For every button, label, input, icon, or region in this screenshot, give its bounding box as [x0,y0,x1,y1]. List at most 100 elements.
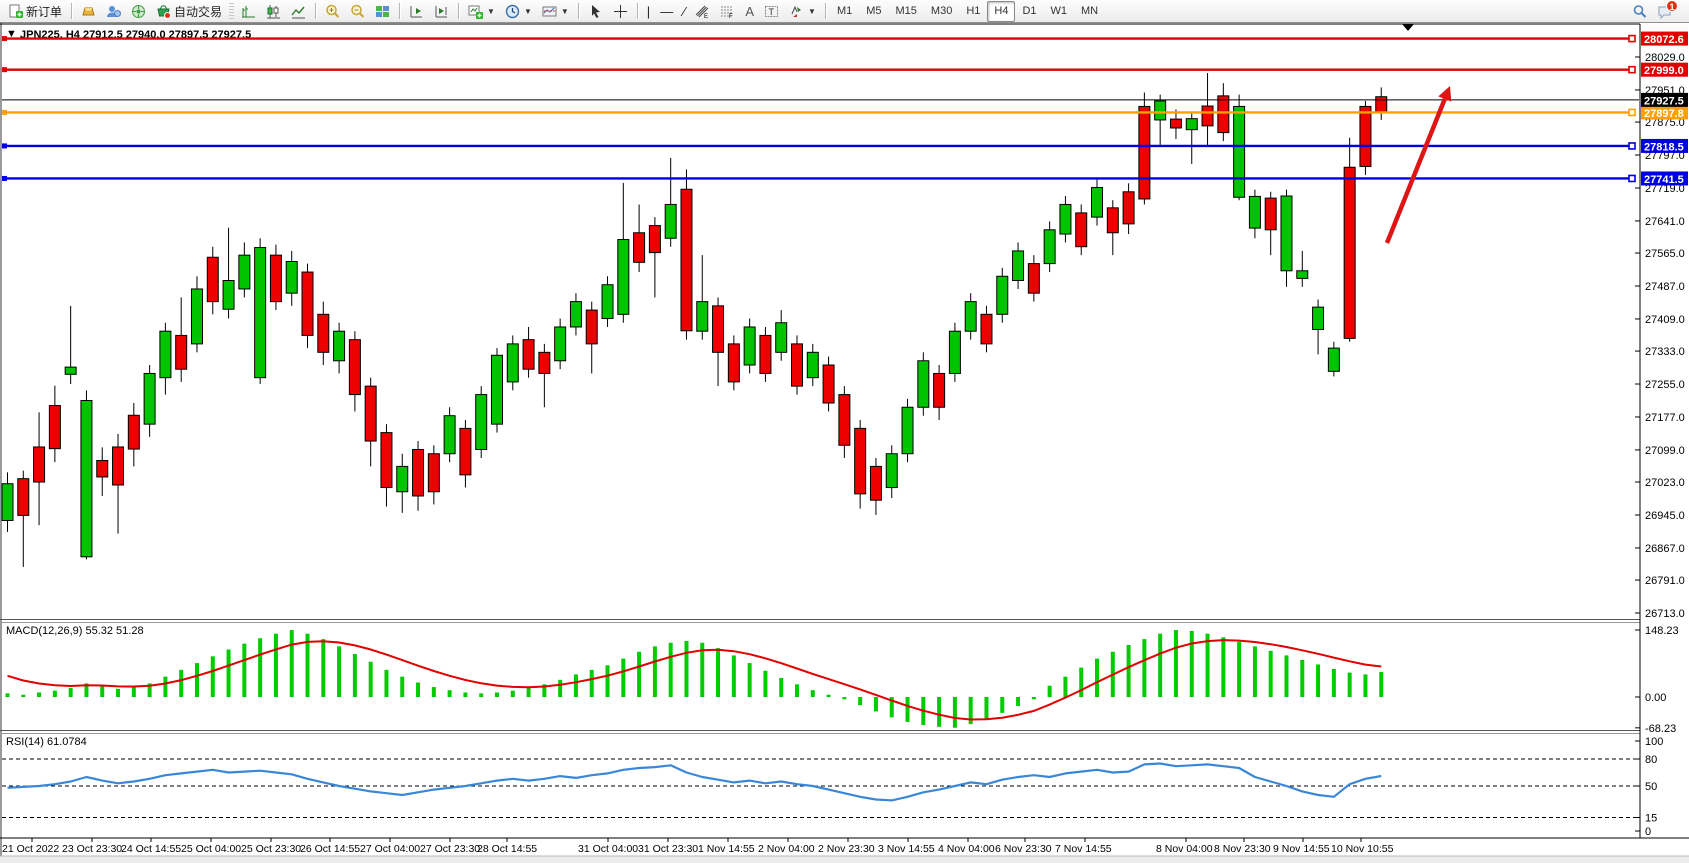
candle [664,203,677,239]
new-order-button[interactable]: 新订单 [3,1,67,22]
candle [159,330,172,379]
auto-scroll-button[interactable] [404,1,429,22]
channel-tool[interactable]: E [690,1,715,22]
crosshair-button[interactable] [608,1,633,22]
candle [585,309,598,345]
toolbar-drag-handle[interactable] [229,3,235,19]
chart-shift-marker [1402,24,1414,31]
signal-button[interactable] [126,1,151,22]
macd-bar [1189,630,1194,697]
new-chart-dropdown[interactable]: ▼ [463,1,500,22]
candle [601,284,614,320]
candle [254,247,267,379]
horizontal-line-tool[interactable]: — [655,1,678,22]
candle [522,339,535,370]
tile-windows-button[interactable] [370,1,395,22]
candle [1201,105,1214,127]
macd-bar [384,669,389,697]
candle [1091,187,1104,218]
macd-bar [5,693,10,697]
svg-text:-68.23: -68.23 [1645,723,1676,735]
candle [1106,207,1119,234]
template-dropdown[interactable]: ▼ [537,1,574,22]
search-icon[interactable] [1632,4,1647,19]
zoom-out-button[interactable] [345,1,370,22]
macd-bar [1173,630,1178,697]
candle [412,449,425,497]
new-order-icon [8,4,23,19]
svg-text:E: E [704,14,708,19]
macd-bar [510,690,515,697]
vline-icon: | [646,3,651,19]
svg-text:8 Nov 23:30: 8 Nov 23:30 [1214,843,1271,855]
candle [269,254,282,303]
timeframe-h1[interactable]: H1 [966,5,981,17]
timeframe-m15[interactable]: M15 [895,5,917,17]
macd-bar [873,697,878,712]
macd-pane [5,630,1384,728]
macd-bar [400,676,405,697]
macd-bar [684,640,689,697]
trendline-tool[interactable]: ∕ [678,1,690,22]
timeframe-mn[interactable]: MN [1081,5,1099,17]
fibonacci-tool[interactable]: F [715,1,740,22]
macd-bar [968,697,973,725]
auto-trading-button[interactable]: 自动交易 [151,1,227,22]
candle [1233,105,1246,198]
bar-chart-button[interactable] [236,1,261,22]
macd-bar [858,697,863,706]
timeframe-m5[interactable]: M5 [866,5,882,17]
arrows-tool-dropdown[interactable]: ▼ [784,1,821,22]
macd-bar [952,697,957,728]
gold-icon [81,4,96,19]
timeframe-d1[interactable]: D1 [1022,5,1037,17]
vertical-line-tool[interactable]: | [642,1,655,22]
candle [48,405,61,450]
chat-icon[interactable]: 1 [1657,0,1678,19]
timeframe-m30[interactable]: M30 [930,5,953,17]
candle [175,334,188,370]
svg-text:26867.0: 26867.0 [1645,543,1685,555]
macd-bar [100,686,105,697]
text-label-icon: T [764,4,779,19]
gold-button[interactable] [76,1,101,22]
price-chart[interactable]: ▼ JPN225, H4 27912.5 27940.0 27897.5 2792… [0,23,1689,863]
line-chart-button[interactable] [286,1,311,22]
toolbar-separator [636,3,638,19]
community-button[interactable] [101,1,126,22]
candle [443,415,456,455]
candle [206,256,219,303]
price-axis[interactable]: 28029.027951.027875.027797.027719.027641… [1635,23,1689,863]
macd-bar [1221,637,1226,697]
candle [1280,195,1293,272]
macd-bar [526,687,531,697]
svg-text:1 Nov 14:55: 1 Nov 14:55 [698,843,755,855]
text-label-tool[interactable]: T [759,1,784,22]
svg-text:27099.0: 27099.0 [1645,445,1685,457]
rsi-pane [2,758,1639,818]
macd-bar [210,656,215,697]
period-dropdown[interactable]: ▼ [500,1,537,22]
chart-window: ▼ JPN225, H4 27912.5 27940.0 27897.5 2792… [0,23,1689,863]
text-tool[interactable]: A [740,1,759,22]
macd-bar [1126,645,1131,697]
svg-text:80: 80 [1645,754,1657,766]
candle [759,334,772,374]
candle [648,225,661,254]
timeframe-w1[interactable]: W1 [1050,5,1068,17]
cursor-button[interactable] [583,1,608,22]
timeframe-m1[interactable]: M1 [836,5,853,17]
candle [633,232,646,263]
price-level-label [1641,138,1688,153]
chart-shift-button[interactable] [429,1,454,22]
macd-bar [431,687,436,697]
arrow-annotation[interactable] [1384,86,1452,244]
svg-text:26945.0: 26945.0 [1645,510,1685,522]
arrow-head [1438,86,1452,102]
timeframe-h4[interactable]: H4 [987,0,1016,22]
zoom-in-button[interactable] [320,1,345,22]
candlestick-button[interactable] [261,1,286,22]
candle [80,399,93,558]
